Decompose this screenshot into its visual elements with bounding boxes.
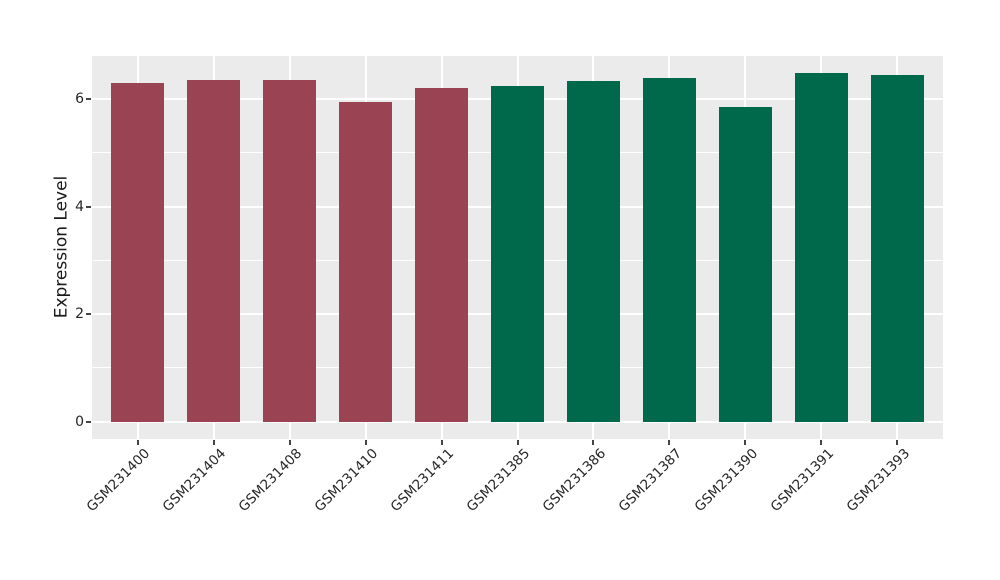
x-tick-mark bbox=[440, 440, 443, 445]
x-tick-label: GSM231411 bbox=[387, 445, 458, 516]
x-tick-label: GSM231408 bbox=[236, 445, 306, 516]
x-tick-label: GSM231404 bbox=[160, 445, 230, 516]
x-tick-mark bbox=[820, 440, 823, 445]
bar-gsm231391 bbox=[794, 73, 849, 422]
x-tick-mark bbox=[364, 440, 367, 445]
bar-gsm231408 bbox=[262, 80, 317, 422]
x-tick-label: GSM231385 bbox=[463, 445, 534, 516]
x-tick-label: GSM231390 bbox=[691, 445, 762, 516]
x-tick-mark bbox=[744, 440, 747, 445]
x-tick-label: GSM231391 bbox=[767, 445, 838, 516]
bar-gsm231386 bbox=[566, 81, 621, 422]
y-tick-label: 6 bbox=[75, 91, 84, 108]
x-tick-label: GSM231393 bbox=[843, 445, 914, 516]
y-tick-label: 4 bbox=[75, 198, 84, 215]
x-tick-mark bbox=[212, 440, 215, 445]
bar-gsm231400 bbox=[110, 82, 165, 422]
x-tick-mark bbox=[136, 440, 139, 445]
y-tick-mark bbox=[86, 420, 91, 423]
x-tick-label: GSM231400 bbox=[84, 445, 154, 516]
bar-gsm231393 bbox=[870, 74, 924, 422]
bar-gsm231410 bbox=[338, 101, 393, 422]
y-axis-label: Expression Level bbox=[51, 175, 72, 319]
bar-gsm231387 bbox=[642, 77, 697, 422]
y-tick-mark bbox=[86, 313, 91, 316]
bar-gsm231411 bbox=[414, 87, 469, 422]
x-tick-mark bbox=[896, 440, 899, 445]
x-tick-label: GSM231387 bbox=[615, 445, 686, 516]
y-tick-mark bbox=[86, 98, 91, 101]
bar-gsm231385 bbox=[490, 85, 545, 422]
x-tick-label: GSM231410 bbox=[311, 445, 382, 516]
x-tick-mark bbox=[516, 440, 519, 445]
x-tick-label: GSM231386 bbox=[539, 445, 610, 516]
bar-gsm231390 bbox=[718, 106, 773, 422]
bar-gsm231404 bbox=[186, 80, 241, 422]
x-tick-mark bbox=[288, 440, 291, 445]
x-tick-mark bbox=[668, 440, 671, 445]
y-tick-label: 2 bbox=[75, 306, 84, 323]
x-tick-mark bbox=[592, 440, 595, 445]
y-tick-label: 0 bbox=[75, 413, 84, 430]
y-tick-mark bbox=[86, 205, 91, 208]
